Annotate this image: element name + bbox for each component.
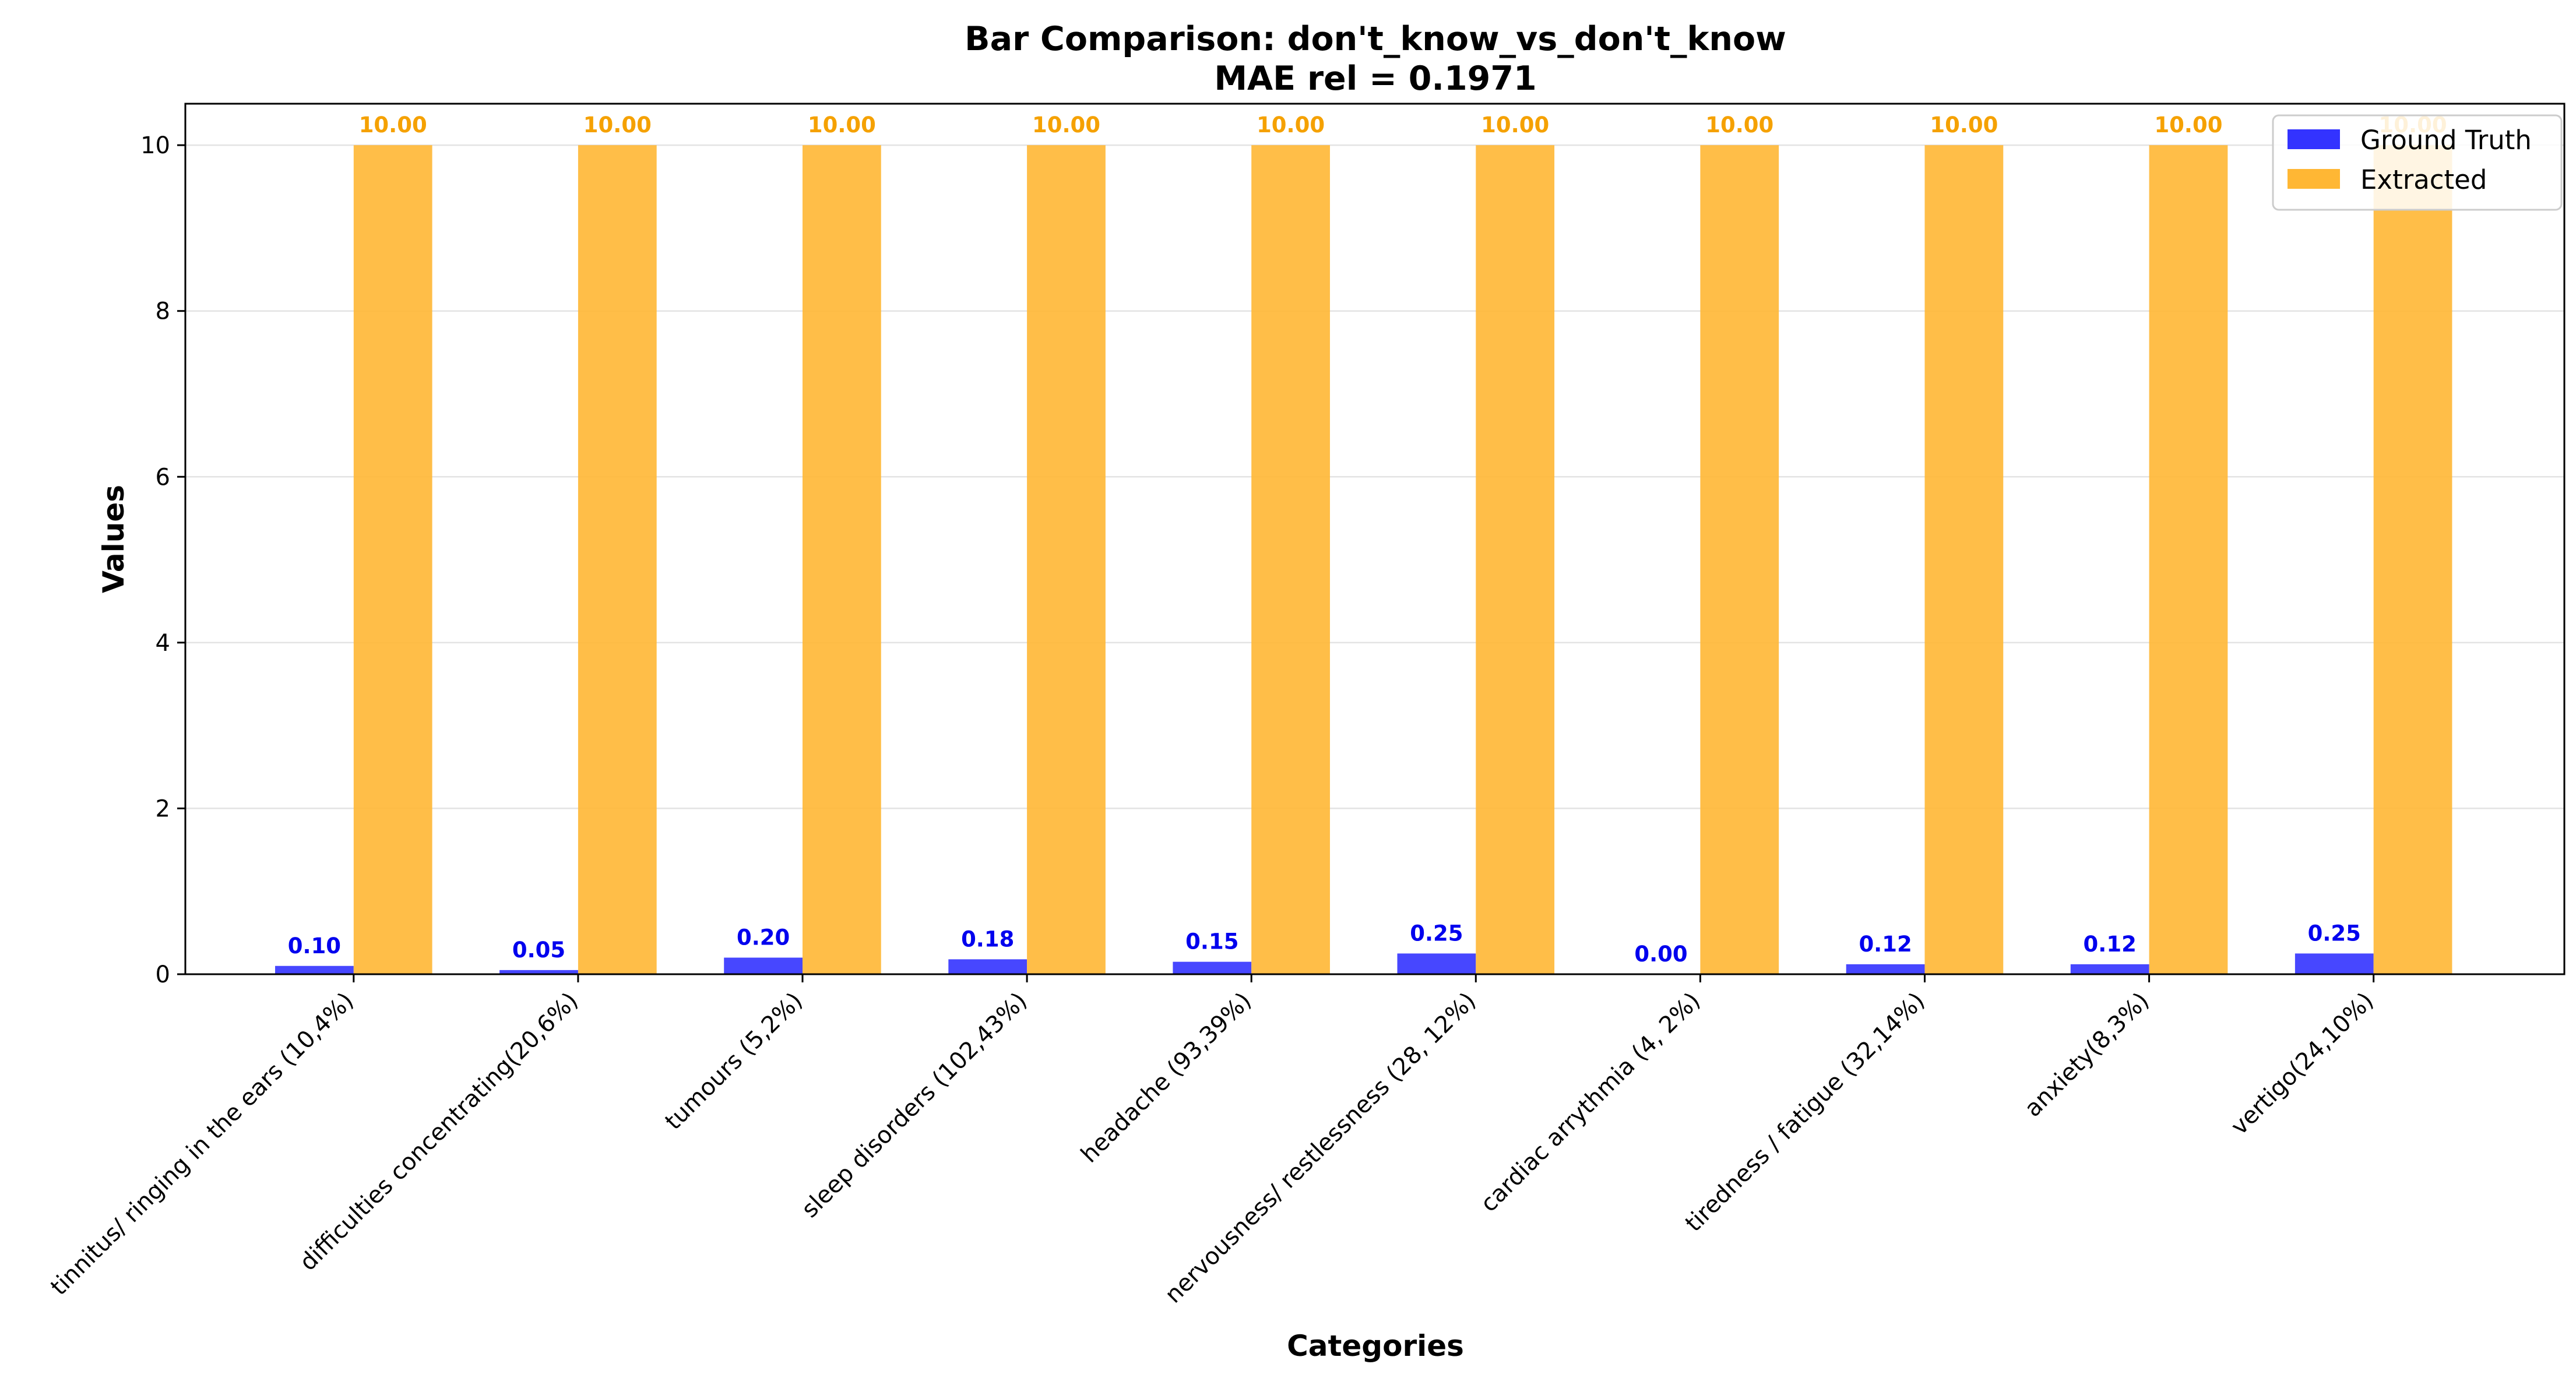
chart-title-line-2: MAE rel = 0.1971 [1214, 59, 1536, 98]
bar-extracted-8 [2149, 145, 2228, 975]
data-label-ground-truth-5: 0.25 [1410, 921, 1463, 946]
data-label-extracted-8: 10.00 [2154, 112, 2222, 138]
bar-extracted-9 [2373, 145, 2452, 975]
data-label-extracted-4: 10.00 [1257, 112, 1325, 138]
x-tick-label-8: anxiety(8,3%) [2019, 988, 2155, 1123]
y-tick-label-8: 8 [156, 298, 170, 325]
data-label-extracted-6: 10.00 [1705, 112, 1773, 138]
data-labels: 0.10 0.05 0.20 0.18 0.15 0.25 0.00 0.12 0.12 0.25… [288, 112, 2447, 967]
bar-ground-truth-5 [1397, 953, 1476, 974]
bar-extracted-1 [578, 145, 657, 975]
data-label-ground-truth-2: 0.20 [737, 925, 790, 950]
bar-ground-truth-2 [724, 957, 803, 974]
bar-ground-truth-4 [1173, 961, 1252, 974]
bar-extracted-5 [1476, 145, 1555, 975]
bar-ground-truth-1 [499, 970, 578, 974]
bar-extracted-3 [1027, 145, 1106, 975]
bar-ground-truth-7 [1846, 964, 1925, 974]
y-axis-ticks: 0 2 4 6 8 10 [140, 132, 185, 988]
data-label-ground-truth-7: 0.12 [1859, 932, 1912, 957]
legend-box [2272, 114, 2563, 211]
data-label-ground-truth-1: 0.05 [512, 938, 565, 963]
data-label-extracted-5: 10.00 [1481, 112, 1549, 138]
bar-extracted-2 [803, 145, 881, 975]
bar-ground-truth-9 [2295, 953, 2374, 974]
data-label-ground-truth-4: 0.15 [1185, 929, 1238, 954]
bars [275, 145, 2452, 975]
data-label-extracted-2: 10.00 [808, 112, 876, 138]
data-label-extracted-7: 10.00 [1930, 112, 1998, 138]
x-tick-label-4: headache (93,39%) [1076, 988, 1257, 1168]
bar-extracted-4 [1251, 145, 1330, 975]
bar-ground-truth-3 [948, 959, 1027, 974]
y-tick-label-6: 6 [156, 464, 170, 491]
data-label-ground-truth-8: 0.12 [2084, 932, 2137, 957]
data-label-ground-truth-9: 0.25 [2308, 921, 2361, 946]
data-label-ground-truth-6: 0.00 [1634, 942, 1687, 967]
y-tick-label-10: 10 [140, 132, 170, 159]
bar-extracted-7 [1924, 145, 2004, 975]
legend-swatch-extracted [2288, 169, 2340, 189]
x-tick-label-7: tiredness / fatigue (32,14%) [1680, 988, 1930, 1238]
x-axis-ticks: tinnitus/ ringing in the ears (10,4%)dif… [45, 974, 2379, 1309]
x-axis-label: Categories [1287, 1329, 1464, 1363]
bar-ground-truth-0 [275, 965, 354, 974]
legend-label-extracted: Extracted [2360, 164, 2487, 195]
legend-swatch-ground-truth [2288, 129, 2340, 149]
y-axis-label: Values [97, 485, 131, 593]
x-tick-label-2: tumours (5,2%) [660, 988, 808, 1136]
x-tick-label-6: cardiac arrythmia (4, 2%) [1476, 988, 1706, 1218]
legend: Ground Truth Extracted [2272, 114, 2563, 211]
y-tick-label-0: 0 [156, 961, 170, 988]
x-tick-label-3: sleep disorders (102,43%) [797, 988, 1032, 1223]
bar-ground-truth-8 [2070, 964, 2149, 974]
x-tick-label-1: difficulties concentrating(20,6%) [294, 988, 583, 1277]
bar-extracted-0 [353, 145, 432, 975]
legend-label-ground-truth: Ground Truth [2360, 125, 2532, 156]
y-tick-label-2: 2 [156, 795, 170, 822]
data-label-ground-truth-3: 0.18 [961, 926, 1014, 951]
data-label-extracted-1: 10.00 [583, 112, 652, 138]
chart-title-line-1: Bar Comparison: don't_know_vs_don't_know [965, 20, 1786, 58]
plot-area-frame [184, 103, 2566, 975]
x-tick-label-9: vertigo(24,10%) [2226, 988, 2378, 1140]
data-label-extracted-3: 10.00 [1032, 112, 1100, 138]
data-label-extracted-0: 10.00 [359, 112, 427, 138]
y-tick-label-4: 4 [156, 630, 170, 657]
bar-extracted-6 [1700, 145, 1779, 975]
data-label-ground-truth-0: 0.10 [288, 933, 341, 958]
